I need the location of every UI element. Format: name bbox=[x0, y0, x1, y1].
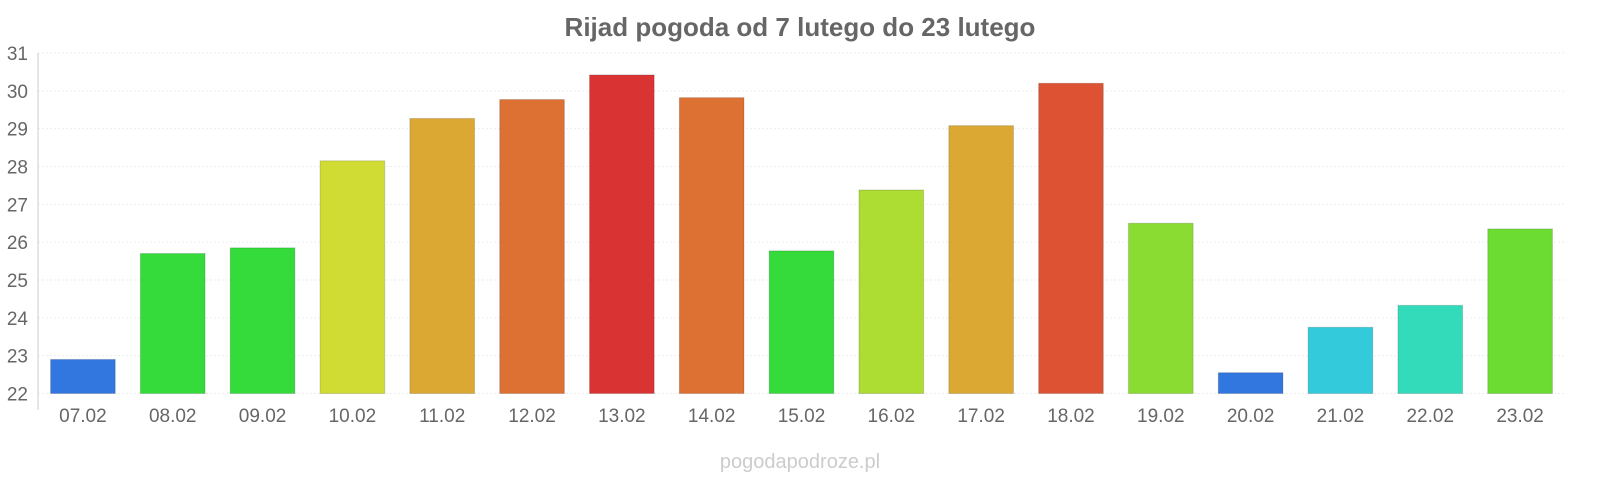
bar-18.02[interactable] bbox=[1038, 82, 1104, 395]
x-tick-label: 09.02 bbox=[239, 406, 287, 427]
watermark: pogodapodroze.pl bbox=[720, 451, 880, 473]
x-tick-label: 14.02 bbox=[688, 406, 736, 427]
bar-12.02[interactable] bbox=[499, 99, 565, 394]
bar-15.02[interactable] bbox=[768, 250, 835, 394]
bar-09.02[interactable] bbox=[229, 247, 296, 394]
x-tick-label: 10.02 bbox=[329, 406, 377, 427]
bar-20.02[interactable] bbox=[1217, 372, 1284, 395]
y-tick-label: 25 bbox=[7, 271, 28, 292]
x-tick-label: 08.02 bbox=[149, 406, 197, 427]
bars bbox=[50, 74, 1553, 395]
x-axis-ticks: 07.02 08.02 09.02 10.02 11.02 12.02 13.02 14.02… bbox=[59, 406, 1544, 427]
bar-11.02[interactable] bbox=[409, 117, 476, 395]
bar-08.02[interactable] bbox=[139, 253, 206, 394]
x-tick-label: 19.02 bbox=[1137, 406, 1185, 427]
bar-07.02[interactable] bbox=[50, 358, 116, 395]
chart-title: Rijad pogoda od 7 lutego do 23 lutego bbox=[565, 12, 1036, 42]
y-axis-ticks: 22 23 24 25 26 27 28 29 30 31 bbox=[7, 44, 29, 406]
bar-22.02[interactable] bbox=[1397, 304, 1464, 394]
bar-13.02[interactable] bbox=[589, 74, 655, 395]
x-tick-label: 22.02 bbox=[1406, 406, 1454, 427]
y-tick-label: 26 bbox=[7, 233, 28, 254]
x-tick-label: 11.02 bbox=[419, 406, 465, 427]
bar-16.02[interactable] bbox=[858, 189, 925, 394]
y-tick-label: 29 bbox=[7, 120, 28, 141]
y-tick-label: 31 bbox=[7, 44, 28, 65]
x-tick-label: 13.02 bbox=[598, 406, 646, 427]
x-tick-label: 17.02 bbox=[957, 406, 1005, 427]
x-tick-label: 20.02 bbox=[1227, 406, 1275, 427]
x-tick-label: 16.02 bbox=[868, 406, 916, 427]
bar-14.02[interactable] bbox=[678, 97, 745, 394]
bar-23.02[interactable] bbox=[1487, 228, 1553, 394]
bar-17.02[interactable] bbox=[948, 125, 1014, 394]
x-tick-label: 15.02 bbox=[778, 406, 826, 427]
y-tick-label: 22 bbox=[7, 385, 28, 406]
x-tick-label: 12.02 bbox=[508, 406, 556, 427]
bar-19.02[interactable] bbox=[1127, 222, 1194, 394]
x-tick-label: 07.02 bbox=[59, 406, 107, 427]
x-tick-label: 18.02 bbox=[1047, 406, 1095, 427]
x-tick-label: 21.02 bbox=[1317, 406, 1365, 427]
y-tick-label: 28 bbox=[7, 158, 28, 179]
bar-10.02[interactable] bbox=[319, 160, 386, 394]
bar-21.02[interactable] bbox=[1307, 326, 1374, 394]
y-tick-label: 24 bbox=[7, 309, 29, 330]
x-tick-label: 23.02 bbox=[1496, 406, 1544, 427]
y-tick-label: 27 bbox=[7, 195, 28, 216]
y-tick-label: 30 bbox=[7, 82, 28, 103]
y-tick-label: 23 bbox=[7, 347, 28, 368]
